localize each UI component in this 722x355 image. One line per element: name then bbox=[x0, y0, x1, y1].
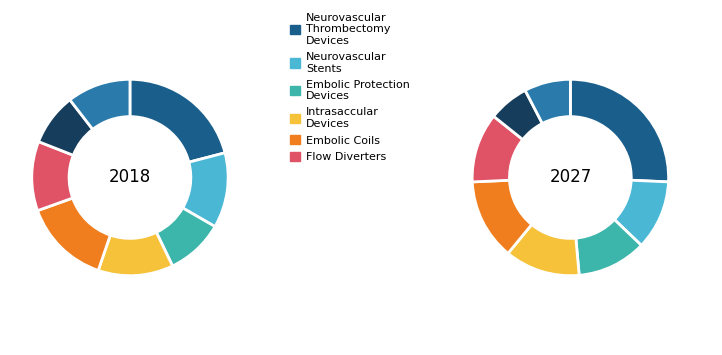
Wedge shape bbox=[525, 79, 570, 124]
Wedge shape bbox=[614, 180, 669, 245]
Wedge shape bbox=[38, 100, 92, 155]
Wedge shape bbox=[32, 142, 74, 211]
Wedge shape bbox=[183, 153, 228, 226]
Wedge shape bbox=[508, 224, 579, 276]
Text: 2027: 2027 bbox=[549, 169, 591, 186]
Wedge shape bbox=[70, 79, 130, 129]
Wedge shape bbox=[570, 79, 669, 182]
Text: 2018: 2018 bbox=[109, 169, 151, 186]
Wedge shape bbox=[130, 79, 225, 162]
Wedge shape bbox=[494, 90, 542, 140]
Wedge shape bbox=[472, 116, 523, 182]
Wedge shape bbox=[472, 180, 531, 253]
Wedge shape bbox=[576, 220, 641, 275]
Legend: Neurovascular
Thrombectomy
Devices, Neurovascular
Stents, Embolic Protection
Dev: Neurovascular Thrombectomy Devices, Neur… bbox=[290, 13, 410, 162]
Wedge shape bbox=[157, 208, 215, 266]
Wedge shape bbox=[98, 233, 173, 276]
Wedge shape bbox=[38, 198, 110, 271]
